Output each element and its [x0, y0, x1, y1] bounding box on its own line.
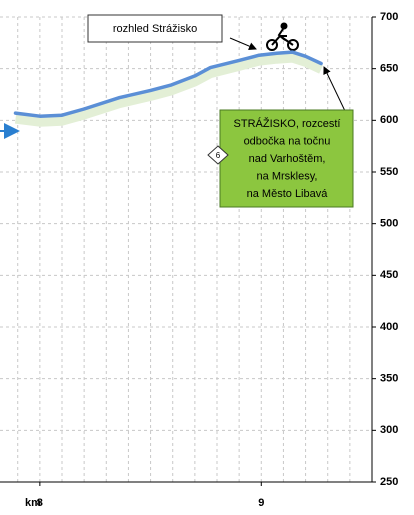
annotation-text: STRÁŽISKO, rozcestí — [234, 117, 341, 130]
y-tick-label: 550 — [380, 166, 398, 178]
y-tick-label: 400 — [380, 321, 398, 333]
x-tick-label: 8 — [37, 497, 43, 509]
line-shadow — [14, 53, 323, 127]
badge — [207, 145, 229, 165]
y-tick-label: 500 — [380, 218, 398, 230]
y-tick-label: 300 — [380, 424, 398, 436]
annotation-text: rozhled Strážisko — [113, 23, 197, 35]
cyclist-icon — [266, 22, 299, 51]
annotation-text: nad Varhoštěm, — [249, 153, 326, 165]
annotation-text: odbočka na točnu — [244, 135, 331, 147]
y-tick-label: 350 — [380, 373, 398, 385]
x-tick-label: 9 — [258, 497, 264, 509]
y-tick-label: 600 — [380, 114, 398, 126]
annotation-text: na Mrsklesy, — [257, 170, 318, 182]
y-tick-label: 450 — [380, 269, 398, 281]
y-tick-label: 650 — [380, 63, 398, 75]
line — [13, 50, 323, 118]
annotation-box — [87, 14, 223, 43]
y-tick-label: 250 — [380, 476, 398, 488]
y-tick-label: 700 — [380, 11, 398, 23]
badge-text: 6 — [216, 151, 221, 160]
annotation-text: na Město Libavá — [247, 188, 329, 200]
annotation-arrow — [229, 37, 257, 50]
x-axis-label: km — [25, 497, 41, 509]
annotation-box — [219, 109, 354, 208]
annotation-arrow — [323, 66, 346, 112]
